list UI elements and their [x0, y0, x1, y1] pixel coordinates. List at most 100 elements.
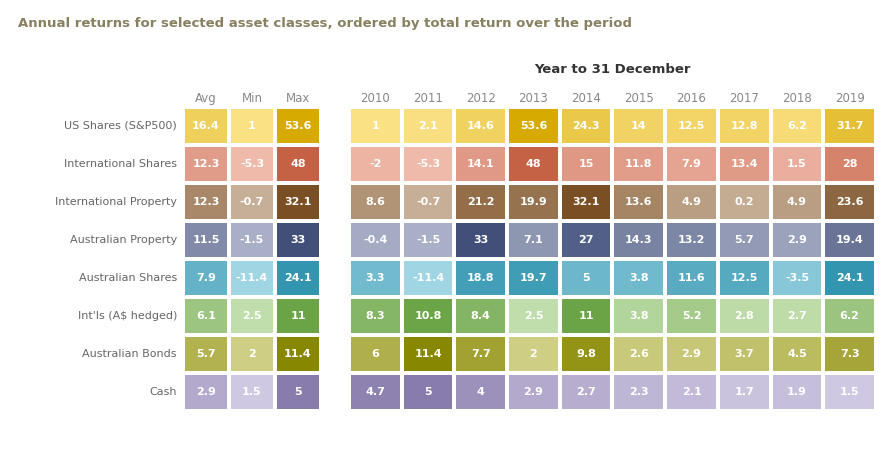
Bar — [185, 299, 227, 333]
Text: 5.2: 5.2 — [681, 311, 702, 321]
Text: 27: 27 — [579, 235, 594, 245]
Text: 13.2: 13.2 — [678, 235, 705, 245]
Bar — [773, 109, 821, 143]
Text: 18.8: 18.8 — [467, 273, 494, 283]
Text: 4.7: 4.7 — [365, 387, 385, 397]
Text: 2.6: 2.6 — [629, 349, 649, 359]
Bar — [667, 223, 716, 257]
Text: 7.1: 7.1 — [524, 235, 543, 245]
Bar — [231, 185, 273, 219]
Bar — [351, 261, 400, 295]
Text: 2016: 2016 — [677, 92, 706, 105]
Bar — [667, 185, 716, 219]
Bar — [231, 147, 273, 181]
Text: 9.8: 9.8 — [576, 349, 596, 359]
Text: 32.1: 32.1 — [284, 197, 312, 207]
Text: -5.3: -5.3 — [240, 159, 264, 169]
Text: 5.7: 5.7 — [196, 349, 216, 359]
Bar — [720, 375, 768, 409]
Text: 53.6: 53.6 — [284, 121, 312, 131]
Bar — [185, 147, 227, 181]
Bar — [825, 261, 874, 295]
Text: 7.9: 7.9 — [196, 273, 216, 283]
Text: 2.1: 2.1 — [681, 387, 702, 397]
Text: Max: Max — [286, 92, 310, 105]
Text: -11.4: -11.4 — [412, 273, 444, 283]
Text: -0.4: -0.4 — [363, 235, 387, 245]
Bar — [456, 109, 505, 143]
Bar — [404, 223, 453, 257]
Bar — [231, 261, 273, 295]
Bar — [351, 223, 400, 257]
Bar — [773, 223, 821, 257]
Bar — [720, 147, 768, 181]
Bar — [509, 185, 558, 219]
Text: 33: 33 — [291, 235, 306, 245]
Text: 12.3: 12.3 — [192, 159, 220, 169]
Bar — [667, 337, 716, 371]
Bar — [720, 337, 768, 371]
Text: 12.5: 12.5 — [678, 121, 705, 131]
Bar — [456, 375, 505, 409]
Text: 4.9: 4.9 — [681, 197, 702, 207]
Text: 2015: 2015 — [624, 92, 654, 105]
Bar — [773, 147, 821, 181]
Bar — [277, 375, 319, 409]
Text: -0.7: -0.7 — [416, 197, 440, 207]
Text: Int'ls (A$ hedged): Int'ls (A$ hedged) — [78, 311, 177, 321]
Bar — [773, 299, 821, 333]
Text: -5.3: -5.3 — [416, 159, 440, 169]
Text: 4.9: 4.9 — [787, 197, 807, 207]
Bar — [825, 299, 874, 333]
Bar — [351, 299, 400, 333]
Bar — [615, 261, 664, 295]
Text: 12.8: 12.8 — [730, 121, 758, 131]
Bar — [185, 375, 227, 409]
Text: 15: 15 — [579, 159, 594, 169]
Text: 14: 14 — [631, 121, 647, 131]
Bar — [404, 337, 453, 371]
Text: 5: 5 — [424, 387, 431, 397]
Bar — [509, 299, 558, 333]
Bar — [720, 261, 768, 295]
Text: 1.5: 1.5 — [787, 159, 807, 169]
Bar — [720, 299, 768, 333]
Text: 4: 4 — [477, 387, 485, 397]
Text: 3.3: 3.3 — [366, 273, 385, 283]
Bar — [562, 337, 610, 371]
Text: 14.6: 14.6 — [467, 121, 494, 131]
Bar — [615, 147, 664, 181]
Text: 28: 28 — [842, 159, 858, 169]
Text: 24.1: 24.1 — [835, 273, 864, 283]
Bar — [773, 185, 821, 219]
Bar — [404, 261, 453, 295]
Text: 2.9: 2.9 — [681, 349, 702, 359]
Bar — [615, 375, 664, 409]
Bar — [456, 223, 505, 257]
Bar — [773, 375, 821, 409]
Text: 13.4: 13.4 — [730, 159, 758, 169]
Bar — [231, 223, 273, 257]
Bar — [667, 261, 716, 295]
Bar — [351, 375, 400, 409]
Bar — [562, 223, 610, 257]
Bar — [615, 223, 664, 257]
Bar — [825, 337, 874, 371]
Bar — [404, 375, 453, 409]
Text: 7.7: 7.7 — [470, 349, 491, 359]
Text: 2.1: 2.1 — [418, 121, 438, 131]
Text: 14.1: 14.1 — [467, 159, 494, 169]
Bar — [562, 299, 610, 333]
Bar — [231, 337, 273, 371]
Text: 1: 1 — [248, 121, 256, 131]
Bar — [562, 185, 610, 219]
Text: 2013: 2013 — [518, 92, 548, 105]
Text: 5: 5 — [582, 273, 590, 283]
Text: 3.7: 3.7 — [734, 349, 754, 359]
Text: 6.2: 6.2 — [840, 311, 859, 321]
Text: 2017: 2017 — [729, 92, 759, 105]
Bar — [509, 337, 558, 371]
Bar — [720, 223, 768, 257]
Text: 12.3: 12.3 — [192, 197, 220, 207]
Bar — [562, 375, 610, 409]
